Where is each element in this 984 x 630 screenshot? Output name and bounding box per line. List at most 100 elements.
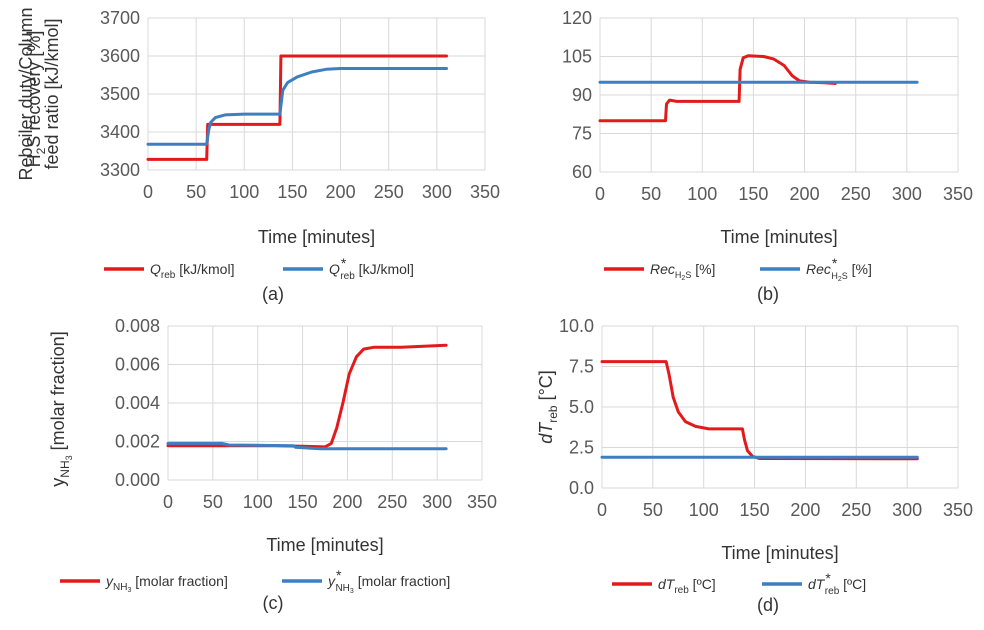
legend-label: RecH2S [%]: [650, 261, 715, 282]
y-tick-label: 7.5: [569, 357, 594, 377]
y-tick-label: 3500: [100, 84, 140, 104]
legend-entry: Qreb [kJ/kmol]: [104, 261, 234, 281]
legend-entry: RecH2S [%]: [604, 261, 715, 282]
legend-unit: [molar fraction]: [354, 573, 450, 589]
x-axis-title: Time [minutes]: [258, 227, 375, 247]
y-tick-label: 0.008: [115, 316, 160, 336]
legend-sub: H: [675, 270, 682, 280]
x-tick-label: 350: [943, 500, 973, 520]
chart-panel-d: 0.0 2.5 5.0 7.5 10.0 0 50 100 150 200 250 300 350 Tim…: [536, 316, 973, 615]
x-tick-label: 0: [143, 182, 153, 202]
x-tick-label: 300: [422, 492, 452, 512]
y-axis-title-part: [molar fraction]: [48, 331, 68, 455]
y-axis-title-line1: Reboiler duty/Column: [16, 7, 36, 180]
chart-panel-c: 0.000 0.002 0.004 0.006 0.008 0 50 100 150 200 250…: [48, 316, 497, 613]
legend-entry: y* NH3 [molar fraction]: [282, 567, 450, 595]
x-tick-label: 100: [243, 492, 273, 512]
x-tick-label: 200: [332, 492, 362, 512]
legend-symbol: Q: [150, 261, 161, 277]
x-tick-label: 150: [740, 500, 770, 520]
series-line-actual: [600, 360, 919, 461]
legend-sub: NH: [335, 583, 349, 594]
legend-label: Q* reb [kJ/kmol]: [329, 255, 414, 282]
legend-symbol: dT: [808, 576, 826, 592]
y-tick-label: 120: [562, 8, 592, 28]
y-tick-label: 10.0: [559, 316, 594, 336]
y-axis-title: H2S recovery [%]: [24, 31, 48, 168]
x-axis-title: Time [minutes]: [721, 543, 838, 563]
legend-unit: [kJ/kmol]: [355, 261, 414, 277]
x-tick-label: 300: [892, 500, 922, 520]
y-axis-title-part: H: [24, 154, 44, 167]
legend-label: dTreb [ºC]: [658, 576, 716, 596]
legend-entry: dTreb [ºC]: [612, 576, 716, 596]
x-tick-label: 350: [470, 182, 500, 202]
y-axis-title-part: dT: [536, 421, 556, 444]
legend-sub: 3: [127, 587, 131, 594]
y-axis-title-part: [°C]: [536, 370, 556, 405]
x-tick-label: 200: [790, 184, 820, 204]
legend-symbol: dT: [658, 576, 676, 592]
legend-entry: dT* reb [ºC]: [762, 570, 866, 597]
y-axis-title-sub: NH: [58, 460, 72, 477]
legend-label: Rec* H2S [%]: [806, 255, 872, 283]
y-axis-title-part: S recovery [%]: [24, 31, 44, 148]
legend-symbol: Rec: [650, 261, 675, 277]
legend-label: dT* reb [ºC]: [808, 570, 866, 597]
legend-label: y* NH3 [molar fraction]: [327, 567, 450, 595]
y-tick-label: 90: [572, 85, 592, 105]
legend-sub: S: [842, 271, 848, 281]
series-line-setpoint: [166, 441, 448, 451]
legend-sub: 3: [350, 588, 354, 595]
x-tick-label: 150: [738, 184, 768, 204]
y-tick-label: 60: [572, 162, 592, 182]
y-tick-label: 3700: [100, 8, 140, 28]
panel-label: (b): [757, 284, 779, 304]
legend-sub: S: [685, 270, 691, 280]
x-tick-label: 250: [841, 184, 871, 204]
legend-sub: reb: [340, 271, 355, 282]
legend-entry: yNH3 [molar fraction]: [60, 573, 228, 594]
y-tick-label: 3300: [100, 160, 140, 180]
x-tick-label: 200: [326, 182, 356, 202]
series-line-actual: [166, 343, 448, 449]
legend-sup: *: [832, 255, 838, 271]
y-tick-label: 3400: [100, 122, 140, 142]
x-tick-label: 200: [790, 500, 820, 520]
x-tick-label: 250: [374, 182, 404, 202]
legend-sup: *: [825, 570, 831, 586]
y-tick-label: 0.006: [115, 355, 160, 375]
legend-label: Qreb [kJ/kmol]: [150, 261, 234, 281]
x-tick-label: 0: [597, 500, 607, 520]
x-tick-label: 50: [203, 492, 223, 512]
y-axis-title-sub: 2: [34, 147, 48, 154]
legend-sub: NH: [113, 582, 127, 593]
legend-unit: [ºC]: [839, 576, 866, 592]
y-axis-title: yNH3 [molar fraction]: [48, 331, 74, 486]
x-tick-label: 0: [595, 184, 605, 204]
series-line-setpoint: [146, 67, 448, 146]
x-tick-label: 300: [422, 182, 452, 202]
y-tick-label: 0.0: [569, 478, 594, 498]
legend-entry: Q* reb [kJ/kmol]: [283, 255, 414, 282]
legend-sup: *: [336, 567, 342, 583]
legend-sub: reb: [161, 270, 176, 281]
legend-sub: 2: [838, 276, 842, 283]
y-axis-title-sub: reb: [546, 405, 560, 423]
x-axis-title: Time [minutes]: [720, 227, 837, 247]
legend-unit: [ºC]: [689, 576, 716, 592]
x-axis-title: Time [minutes]: [266, 535, 383, 555]
y-axis-title-line2: feed ratio [kJ/kmol]: [42, 18, 62, 169]
legend-unit: [molar fraction]: [131, 573, 227, 589]
x-tick-label: 350: [467, 492, 497, 512]
legend-sub: 2: [681, 275, 685, 282]
y-tick-label: 105: [562, 47, 592, 67]
legend-sub: H: [831, 271, 838, 281]
y-axis-title-part: y: [48, 478, 68, 487]
legend-unit: [%]: [691, 261, 715, 277]
x-tick-label: 50: [186, 182, 206, 202]
series-line-actual: [598, 54, 837, 123]
y-tick-label: 2.5: [569, 438, 594, 458]
legend-entry: Rec* H2S [%]: [760, 255, 872, 283]
